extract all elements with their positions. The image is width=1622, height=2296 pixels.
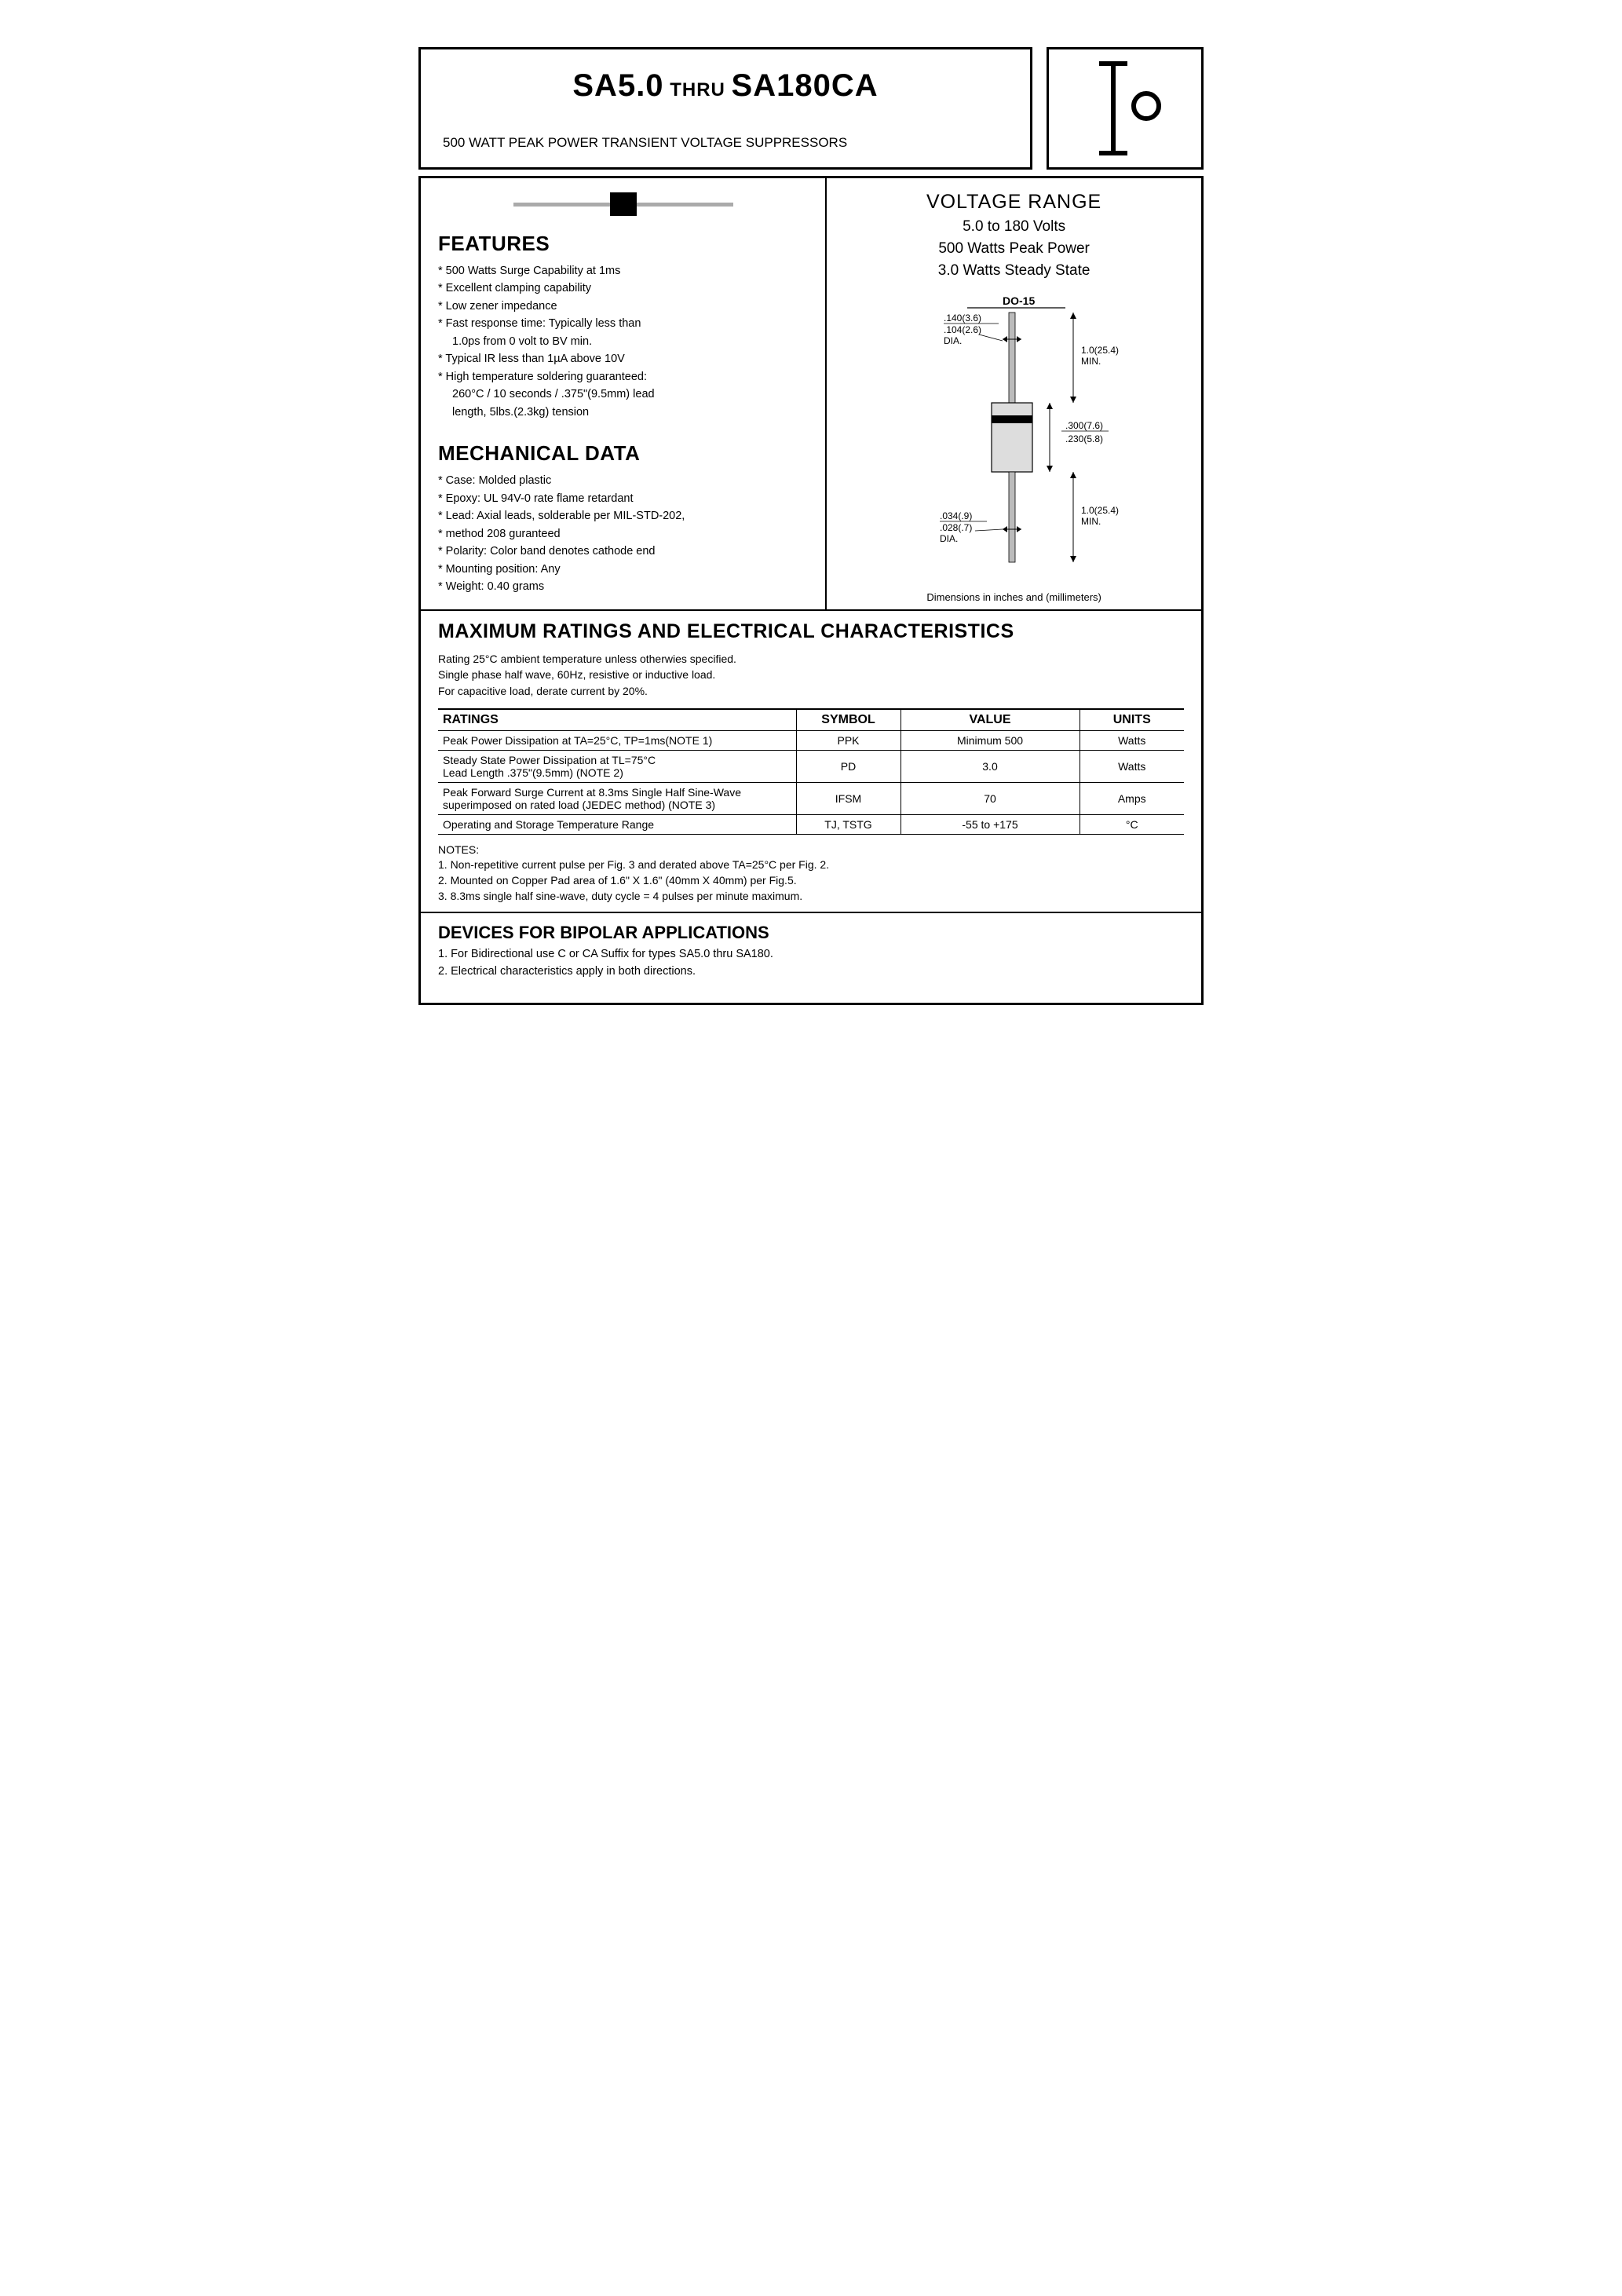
mechanical-list: Case: Molded plasticEpoxy: UL 94V-0 rate… bbox=[438, 472, 808, 595]
list-item: Polarity: Color band denotes cathode end bbox=[438, 543, 808, 560]
dim-lead-lbl: DIA. bbox=[940, 533, 958, 544]
right-column: VOLTAGE RANGE 5.0 to 180 Volts 500 Watts… bbox=[827, 178, 1201, 609]
list-item: 500 Watts Surge Capability at 1ms bbox=[438, 262, 808, 280]
cell-symbol: PD bbox=[796, 750, 901, 782]
title-part1: SA5.0 bbox=[572, 68, 663, 103]
cell-rating: Peak Forward Surge Current at 8.3ms Sing… bbox=[438, 782, 796, 814]
cell-units: Watts bbox=[1080, 750, 1184, 782]
pkg-label: DO-15 bbox=[1003, 294, 1035, 307]
cell-value: 3.0 bbox=[901, 750, 1080, 782]
voltage-range-line-0: 5.0 to 180 Volts bbox=[838, 218, 1190, 236]
cell-symbol: TJ, TSTG bbox=[796, 814, 901, 834]
cell-symbol: PPK bbox=[796, 730, 901, 750]
component-symbol-icon bbox=[513, 192, 733, 216]
list-item: Excellent clamping capability bbox=[438, 280, 808, 297]
cell-value: -55 to +175 bbox=[901, 814, 1080, 834]
cell-units: °C bbox=[1080, 814, 1184, 834]
ratings-preamble: Rating 25°C ambient temperature unless o… bbox=[438, 651, 1184, 699]
title-thru: THRU bbox=[664, 79, 732, 101]
cell-units: Watts bbox=[1080, 730, 1184, 750]
bipolar-list: 1. For Bidirectional use C or CA Suffix … bbox=[438, 946, 1184, 981]
mechanical-heading: MECHANICAL DATA bbox=[438, 441, 808, 466]
dim-len-1: 1.0(25.4) bbox=[1081, 345, 1119, 356]
col-units: UNITS bbox=[1080, 709, 1184, 731]
list-item: Mounting position: Any bbox=[438, 561, 808, 578]
list-item: Epoxy: UL 94V-0 rate flame retardant bbox=[438, 490, 808, 507]
brand-logo-icon bbox=[1082, 49, 1168, 167]
bipolar-heading: DEVICES FOR BIPOLAR APPLICATIONS bbox=[438, 923, 1184, 943]
top-split: FEATURES 500 Watts Surge Capability at 1… bbox=[421, 178, 1201, 611]
cell-rating: Steady State Power Dissipation at TL=75°… bbox=[438, 750, 796, 782]
cell-rating: Operating and Storage Temperature Range bbox=[438, 814, 796, 834]
table-row: Operating and Storage Temperature RangeT… bbox=[438, 814, 1184, 834]
list-item: length, 5lbs.(2.3kg) tension bbox=[438, 404, 808, 421]
cell-value: Minimum 500 bbox=[901, 730, 1080, 750]
ratings-notes: NOTES: 1. Non-repetitive current pulse p… bbox=[438, 843, 1184, 904]
note-line: 3. 8.3ms single half sine-wave, duty cyc… bbox=[438, 889, 1184, 905]
table-row: Peak Forward Surge Current at 8.3ms Sing… bbox=[438, 782, 1184, 814]
voltage-range-line-2: 3.0 Watts Steady State bbox=[838, 262, 1190, 280]
list-item: Weight: 0.40 grams bbox=[438, 578, 808, 595]
dim-len-1b: 1.0(25.4) bbox=[1081, 505, 1119, 516]
bipolar-section: DEVICES FOR BIPOLAR APPLICATIONS 1. For … bbox=[421, 913, 1201, 1003]
dim-top-lbl: DIA. bbox=[944, 335, 962, 346]
voltage-range-line-1: 500 Watts Peak Power bbox=[838, 240, 1190, 258]
header-row: SA5.0 THRU SA180CA 500 WATT PEAK POWER T… bbox=[418, 47, 1204, 170]
voltage-range-heading: VOLTAGE RANGE bbox=[838, 191, 1190, 214]
preamble-line: Rating 25°C ambient temperature unless o… bbox=[438, 651, 1184, 667]
page-subtitle: 500 WATT PEAK POWER TRANSIENT VOLTAGE SU… bbox=[443, 135, 1008, 151]
dim-len-lbl: MIN. bbox=[1081, 356, 1101, 367]
bipolar-line: 2. Electrical characteristics apply in b… bbox=[438, 963, 1184, 981]
table-row: Peak Power Dissipation at TA=25°C, TP=1m… bbox=[438, 730, 1184, 750]
package-diagram: DO-15 .140(3.6) bbox=[838, 294, 1190, 603]
package-caption: Dimensions in inches and (millimeters) bbox=[838, 591, 1190, 603]
left-column: FEATURES 500 Watts Surge Capability at 1… bbox=[421, 178, 827, 609]
preamble-line: Single phase half wave, 60Hz, resistive … bbox=[438, 667, 1184, 682]
do15-diagram-icon: DO-15 .140(3.6) bbox=[885, 294, 1144, 584]
list-item: Lead: Axial leads, solderable per MIL-ST… bbox=[438, 507, 808, 525]
title-part2: SA180CA bbox=[732, 68, 879, 103]
features-heading: FEATURES bbox=[438, 232, 808, 256]
header-main: SA5.0 THRU SA180CA 500 WATT PEAK POWER T… bbox=[418, 47, 1032, 170]
table-header-row: RATINGS SYMBOL VALUE UNITS bbox=[438, 709, 1184, 731]
dim-body-2: .230(5.8) bbox=[1065, 433, 1103, 444]
page-title: SA5.0 THRU SA180CA bbox=[443, 68, 1008, 104]
list-item: method 208 guranteed bbox=[438, 525, 808, 543]
cell-units: Amps bbox=[1080, 782, 1184, 814]
body-box: FEATURES 500 Watts Surge Capability at 1… bbox=[418, 176, 1204, 1005]
list-item: 1.0ps from 0 volt to BV min. bbox=[438, 333, 808, 350]
bipolar-line: 1. For Bidirectional use C or CA Suffix … bbox=[438, 946, 1184, 963]
cell-rating: Peak Power Dissipation at TA=25°C, TP=1m… bbox=[438, 730, 796, 750]
list-item: Low zener impedance bbox=[438, 298, 808, 315]
dim-len-lblb: MIN. bbox=[1081, 516, 1101, 527]
dim-top-1: .140(3.6) bbox=[944, 313, 981, 324]
table-row: Steady State Power Dissipation at TL=75°… bbox=[438, 750, 1184, 782]
cell-value: 70 bbox=[901, 782, 1080, 814]
notes-heading: NOTES: bbox=[438, 843, 1184, 858]
note-line: 1. Non-repetitive current pulse per Fig.… bbox=[438, 857, 1184, 873]
list-item: High temperature soldering guaranteed: bbox=[438, 368, 808, 386]
ratings-heading: MAXIMUM RATINGS AND ELECTRICAL CHARACTER… bbox=[438, 620, 1184, 643]
dim-lead-1: .034(.9) bbox=[940, 510, 972, 521]
ratings-section: MAXIMUM RATINGS AND ELECTRICAL CHARACTER… bbox=[421, 611, 1201, 913]
note-line: 2. Mounted on Copper Pad area of 1.6" X … bbox=[438, 873, 1184, 889]
col-ratings: RATINGS bbox=[438, 709, 796, 731]
list-item: Case: Molded plastic bbox=[438, 472, 808, 489]
list-item: Fast response time: Typically less than bbox=[438, 315, 808, 332]
brand-logo-box bbox=[1047, 47, 1204, 170]
col-value: VALUE bbox=[901, 709, 1080, 731]
col-symbol: SYMBOL bbox=[796, 709, 901, 731]
datasheet-page: SA5.0 THRU SA180CA 500 WATT PEAK POWER T… bbox=[418, 47, 1204, 1005]
list-item: 260°C / 10 seconds / .375"(9.5mm) lead bbox=[438, 386, 808, 403]
features-list: 500 Watts Surge Capability at 1msExcelle… bbox=[438, 262, 808, 421]
preamble-line: For capacitive load, derate current by 2… bbox=[438, 683, 1184, 699]
ratings-table: RATINGS SYMBOL VALUE UNITS Peak Power Di… bbox=[438, 708, 1184, 835]
cell-symbol: IFSM bbox=[796, 782, 901, 814]
dim-body-1: .300(7.6) bbox=[1065, 420, 1103, 431]
dim-top-2: .104(2.6) bbox=[944, 324, 981, 335]
dim-lead-2: .028(.7) bbox=[940, 522, 972, 533]
list-item: Typical IR less than 1µA above 10V bbox=[438, 350, 808, 367]
